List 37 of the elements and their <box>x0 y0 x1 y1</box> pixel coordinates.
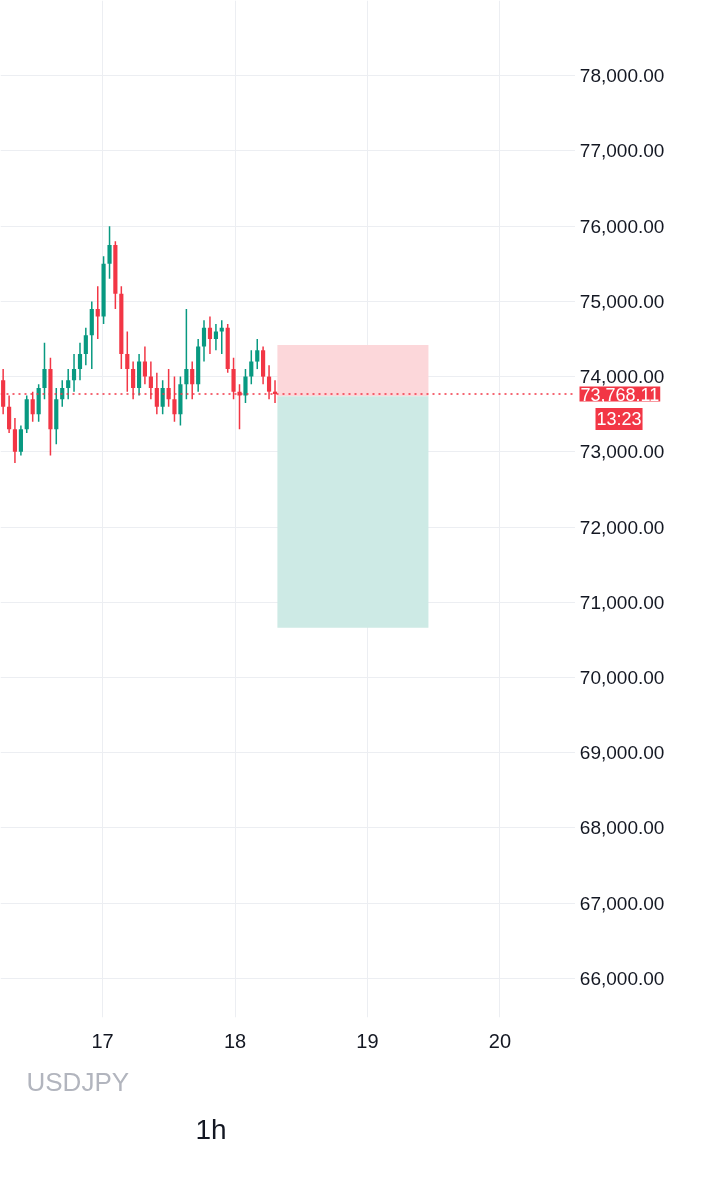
candlestick <box>184 308 189 400</box>
y-tick-label: 73,000.00 <box>579 441 665 463</box>
candlestick <box>207 315 213 355</box>
candlestick <box>160 379 165 415</box>
candlestick <box>18 424 23 457</box>
candlestick <box>12 417 18 464</box>
y-tick-label: 71,000.00 <box>579 591 665 613</box>
candlestick <box>66 368 71 400</box>
y-tick-label: 68,000.00 <box>579 817 665 839</box>
y-tick-label: 66,000.00 <box>579 967 665 989</box>
x-tick-label: 17 <box>91 1029 114 1052</box>
text: 13:23 <box>596 409 642 430</box>
y-tick-label: 78,000.00 <box>579 65 665 87</box>
y-tick-label: 76,000.00 <box>579 215 665 237</box>
y-tick-label: 67,000.00 <box>579 892 665 914</box>
candlestick <box>142 345 147 385</box>
candlestick <box>77 342 83 382</box>
candlestick <box>243 368 248 404</box>
candlestick <box>201 319 207 363</box>
y-tick-label: 70,000.00 <box>579 667 665 688</box>
candlestick <box>83 326 88 367</box>
y-tick-label: 77,000.00 <box>579 140 665 162</box>
y-tick-label: 72,000.00 <box>579 516 665 538</box>
x-tick-label: 18 <box>223 1029 247 1052</box>
candlestick <box>255 338 260 370</box>
candlestick <box>95 285 100 340</box>
text: 1h <box>195 1113 227 1145</box>
x-tick-label: 19 <box>356 1029 379 1052</box>
x-tick-label: 20 <box>488 1029 512 1052</box>
y-tick-label: 75,000.00 <box>579 290 665 312</box>
candlestick <box>107 225 112 280</box>
text: USDJPY <box>26 1066 130 1097</box>
y-tick-label: 69,000.00 <box>579 742 665 764</box>
candlestick <box>213 323 219 352</box>
candlestick <box>249 349 254 385</box>
candlestick <box>42 342 47 400</box>
candlestick <box>71 353 77 393</box>
